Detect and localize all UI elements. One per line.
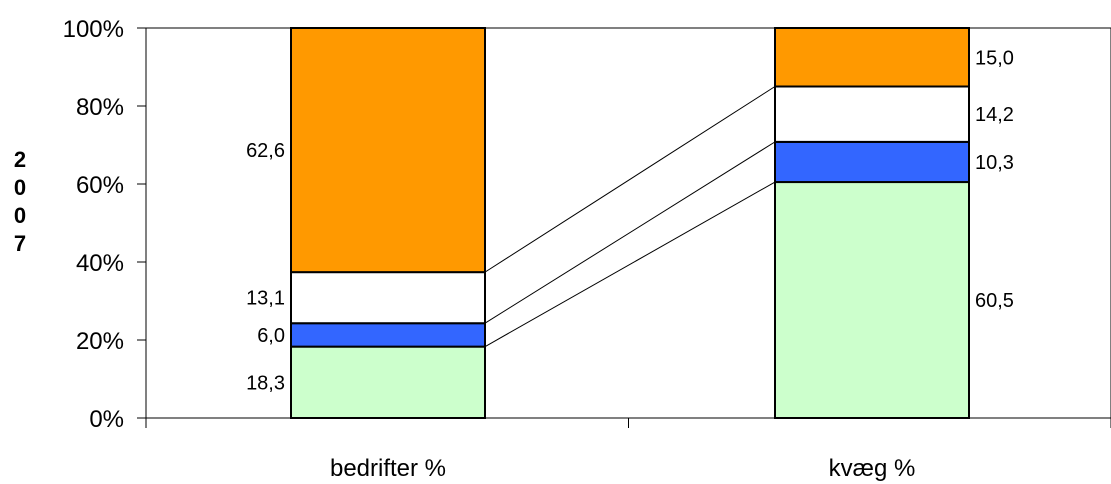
data-label: 6,0 bbox=[257, 325, 285, 347]
x-category-label: kvæg % bbox=[829, 455, 916, 482]
y-axis-label-char: 2 bbox=[13, 147, 27, 172]
y-axis-label-char: 0 bbox=[13, 203, 27, 228]
bar-stacks bbox=[290, 27, 970, 420]
y-tick-label: 100% bbox=[63, 16, 124, 43]
y-tick-label: 60% bbox=[76, 172, 124, 199]
y-tick-label: 0% bbox=[89, 406, 124, 433]
bar-segment bbox=[774, 140, 970, 184]
y-tick-label: 40% bbox=[76, 250, 124, 277]
data-label: 10,3 bbox=[975, 152, 1014, 174]
data-label: 62,6 bbox=[246, 140, 285, 162]
data-labels: 18,3 6,0 13,1 62,6 60,5 10,3 14,2 15,0 bbox=[246, 47, 1014, 394]
data-label: 13,1 bbox=[246, 288, 285, 310]
data-label: 14,2 bbox=[975, 104, 1014, 126]
series-line bbox=[484, 181, 776, 348]
bar-segment bbox=[290, 345, 486, 420]
series-line bbox=[484, 86, 776, 273]
data-label: 60,5 bbox=[975, 290, 1014, 312]
bar-segment bbox=[290, 27, 486, 274]
x-category-label: bedrifter % bbox=[330, 455, 446, 482]
axes: 0% 20% 40% 60% 80% 100% bedrifter % kvæg % bbox=[63, 16, 1111, 482]
bar-segment bbox=[774, 85, 970, 143]
series-connector-lines bbox=[484, 86, 776, 348]
series-line bbox=[484, 141, 776, 324]
bar-segment bbox=[774, 27, 970, 88]
bar-segment bbox=[774, 181, 970, 419]
y-tick-label: 80% bbox=[76, 94, 124, 121]
data-label: 15,0 bbox=[975, 47, 1014, 69]
y-axis-label-char: 7 bbox=[13, 231, 27, 256]
bar-segment bbox=[290, 271, 486, 325]
y-tick-label: 20% bbox=[76, 328, 124, 355]
data-label: 18,3 bbox=[246, 372, 285, 394]
y-axis-label-char: 0 bbox=[13, 175, 27, 200]
bar-segment bbox=[290, 322, 486, 348]
